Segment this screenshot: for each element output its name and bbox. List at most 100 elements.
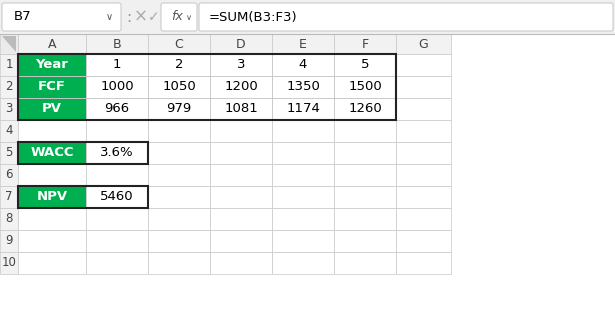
Bar <box>334 230 396 252</box>
Bar <box>396 164 451 186</box>
Text: fx: fx <box>171 11 183 24</box>
Text: 966: 966 <box>105 103 130 115</box>
Bar <box>396 142 451 164</box>
Bar <box>86 120 148 142</box>
Bar <box>396 34 451 54</box>
Bar <box>0 142 18 164</box>
Bar <box>396 252 451 274</box>
Text: D: D <box>236 38 246 50</box>
Bar <box>0 34 615 311</box>
Bar <box>86 208 148 230</box>
Bar <box>210 164 272 186</box>
Bar <box>86 76 148 98</box>
Bar <box>148 120 210 142</box>
Text: 2: 2 <box>6 81 13 94</box>
FancyBboxPatch shape <box>199 3 613 31</box>
Bar <box>148 98 210 120</box>
Text: E: E <box>299 38 307 50</box>
Bar <box>210 76 272 98</box>
Bar <box>396 98 451 120</box>
Bar <box>272 76 334 98</box>
Text: 4: 4 <box>6 124 13 137</box>
Text: 1050: 1050 <box>162 81 196 94</box>
Text: 3: 3 <box>237 58 245 72</box>
Bar <box>210 120 272 142</box>
Polygon shape <box>2 36 16 52</box>
Text: C: C <box>175 38 183 50</box>
Bar <box>18 76 86 98</box>
Text: A: A <box>48 38 56 50</box>
Bar <box>148 252 210 274</box>
Text: B7: B7 <box>14 11 31 24</box>
Bar <box>396 120 451 142</box>
Text: 1174: 1174 <box>286 103 320 115</box>
Bar <box>86 252 148 274</box>
Bar <box>86 164 148 186</box>
Text: 1000: 1000 <box>100 81 134 94</box>
Text: 3: 3 <box>6 103 13 115</box>
Bar <box>334 164 396 186</box>
Bar <box>272 120 334 142</box>
Text: FCF: FCF <box>38 81 66 94</box>
Bar <box>148 164 210 186</box>
Bar <box>86 54 148 76</box>
Bar <box>272 164 334 186</box>
Bar <box>334 252 396 274</box>
Bar <box>210 252 272 274</box>
Bar <box>148 186 210 208</box>
Bar <box>0 98 18 120</box>
Bar <box>148 208 210 230</box>
Bar <box>18 34 86 54</box>
Bar <box>0 54 18 76</box>
Text: 7: 7 <box>6 191 13 203</box>
Bar <box>334 76 396 98</box>
Bar <box>210 142 272 164</box>
Bar <box>334 54 396 76</box>
Text: 2: 2 <box>175 58 183 72</box>
Text: 1200: 1200 <box>224 81 258 94</box>
Bar <box>334 186 396 208</box>
Text: 1: 1 <box>113 58 121 72</box>
Bar <box>0 0 615 34</box>
Text: 1350: 1350 <box>286 81 320 94</box>
Bar <box>18 54 86 76</box>
Text: 10: 10 <box>2 257 17 270</box>
Bar <box>210 54 272 76</box>
Bar <box>18 186 86 208</box>
Bar <box>148 142 210 164</box>
Bar <box>0 34 18 54</box>
Text: 1081: 1081 <box>224 103 258 115</box>
Bar <box>18 142 86 164</box>
Text: 1260: 1260 <box>348 103 382 115</box>
Text: 5460: 5460 <box>100 191 134 203</box>
Text: 4: 4 <box>299 58 307 72</box>
Bar <box>18 54 396 120</box>
Text: =SUM(B3:F3): =SUM(B3:F3) <box>209 11 298 24</box>
Text: ∨: ∨ <box>186 12 192 21</box>
Text: :: : <box>127 10 132 25</box>
Text: 5: 5 <box>6 146 13 160</box>
Bar <box>0 208 18 230</box>
Bar <box>0 164 18 186</box>
Text: Year: Year <box>36 58 68 72</box>
Bar <box>18 142 148 164</box>
Bar <box>272 208 334 230</box>
Bar <box>86 142 148 164</box>
Bar <box>396 186 451 208</box>
Bar <box>210 34 272 54</box>
Bar <box>272 98 334 120</box>
Bar <box>396 230 451 252</box>
Bar <box>18 120 86 142</box>
Bar <box>334 208 396 230</box>
Text: NPV: NPV <box>36 191 68 203</box>
Bar <box>18 208 86 230</box>
Bar <box>210 98 272 120</box>
Text: ∨: ∨ <box>105 12 113 22</box>
Bar <box>272 54 334 76</box>
Bar <box>148 230 210 252</box>
Text: 979: 979 <box>167 103 192 115</box>
Bar <box>272 230 334 252</box>
Bar <box>18 98 86 120</box>
Bar <box>18 252 86 274</box>
Bar <box>0 230 18 252</box>
